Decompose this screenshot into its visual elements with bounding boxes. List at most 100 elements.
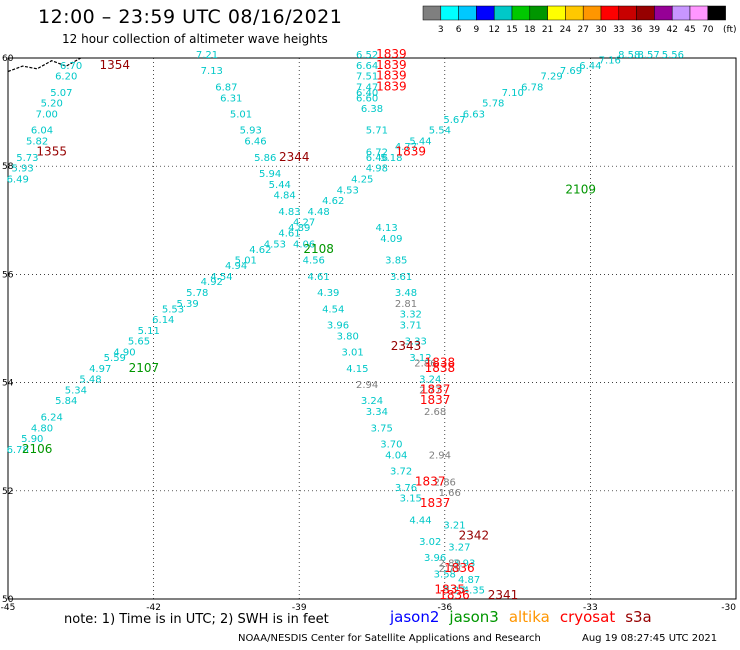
swh-value: 5.34 [65,385,87,396]
colorbar-label: 18 [524,25,536,35]
swh-value: 6.20 [55,72,77,83]
colorbar-label: 70 [702,25,714,35]
swh-value: 6.60 [356,93,378,104]
x-tick-label: -36 [437,603,452,613]
swh-value: 4.09 [380,234,402,245]
swh-value: 4.56 [303,256,325,267]
swh-value: 4.25 [351,174,373,185]
pass-label: 2343 [391,339,422,353]
swh-value: 3.96 [424,553,446,564]
pass-label: 1839 [376,58,407,72]
y-tick-label: 60 [2,54,14,64]
colorbar-label: 15 [506,25,517,35]
colorbar-label: 30 [595,25,607,35]
swh-value: 7.21 [196,50,218,61]
swh-value: 3.85 [385,256,407,267]
swh-value: 5.93 [240,126,262,137]
swh-value: 6.64 [356,61,378,72]
swh-value: 5.86 [254,153,276,164]
colorbar-label: 3 [438,25,444,35]
swh-value: 5.11 [138,326,160,337]
swh-value: 6.38 [361,104,383,115]
swh-value: 4.61 [307,272,329,283]
swh-value: 4.92 [201,277,223,288]
swh-value: 4.44 [409,515,431,526]
swh-value: 3.70 [380,440,402,451]
satellite-jason3: jason3 [449,608,499,626]
swh-value: 3.32 [400,310,422,321]
swh-value: 3.75 [371,423,393,434]
pass-label: 2342 [459,529,490,543]
swh-value: 6.14 [152,315,174,326]
satellite-s3a: s3a [625,608,652,626]
x-tick-label: -42 [146,603,161,613]
swh-value: 4.54 [322,304,344,315]
pass-label: 2108 [303,242,334,256]
swh-value: 3.12 [409,353,431,364]
swh-value: 8.57 [637,50,659,61]
wave-height-points: 6.706.205.075.207.006.045.825.735.936.49… [7,50,684,597]
pass-label: 1839 [376,80,407,94]
pass-label: 1839 [376,47,407,61]
footer-note: note: 1) Time is in UTC; 2) SWH is in fe… [64,612,329,627]
swh-value: 6.46 [366,153,388,164]
swh-value: 4.90 [113,348,135,359]
swh-value: 4.62 [249,245,271,256]
swh-value: 2.86 [434,477,456,488]
swh-value: 4.04 [385,450,407,461]
swh-value: 5.54 [429,126,451,137]
swh-value: 3.71 [400,321,422,332]
colorbar-label: 21 [542,25,553,35]
swh-value: 4.89 [288,223,310,234]
colorbar-swatch [707,5,726,21]
swh-value: 5.94 [259,169,281,180]
swh-value: 6.72 [366,147,388,158]
swh-value: 7.16 [599,55,621,66]
swh-value: 6.78 [7,445,29,456]
pass-label: 1354 [100,58,131,72]
swh-value: 5.78 [186,288,208,299]
swh-value: 3.34 [366,407,388,418]
swh-value: 5.18 [380,153,402,164]
x-tick-label: -33 [583,603,598,613]
colorbar-label: 42 [666,25,677,35]
swh-value: 5.01 [235,256,257,267]
swh-value: 7.13 [201,66,223,77]
swh-value: 4.15 [346,364,368,375]
pass-label: 2341 [488,588,519,602]
swh-value: 6.40 [356,88,378,99]
swh-value: 5.73 [16,153,38,164]
swh-value: 3.93 [453,559,475,570]
swh-value: 4.53 [264,239,286,250]
swh-value: 3.96 [327,321,349,332]
swh-value: 3.80 [337,331,359,342]
y-tick-label: 54 [2,379,14,389]
colorbar-unit: (ft) [723,25,737,35]
swh-value: 4.77 [395,142,417,153]
swh-value: 3.76 [395,483,417,494]
swh-value: 4.62 [322,196,344,207]
swh-value: 4.87 [458,575,480,586]
colorbar: 3 6 9 12 15 18 21 24 27 30 33 36 39 42 45 70 (ft) [422,5,737,35]
swh-value: 4.13 [375,223,397,234]
pass-label: 1835 [434,583,465,597]
swh-value: 5.01 [230,110,252,121]
swh-value: 6.44 [579,61,601,72]
swh-value: 5.65 [128,337,150,348]
pass-label: 1837 [420,393,451,407]
swh-value: 5.59 [104,353,126,364]
swh-value: 3.24 [361,396,383,407]
coastline-greenland [7,57,82,73]
swh-value: 6.78 [521,83,543,94]
satellite-jason2: jason2 [390,608,440,626]
pass-label: 1837 [420,496,451,510]
swh-value: 5.67 [443,115,465,126]
pass-label: 1836 [444,561,475,575]
pass-label: 2107 [129,361,160,375]
swh-value: 1.66 [439,488,461,499]
swh-value: 6.70 [60,61,82,72]
colorbar-label: 12 [488,25,499,35]
swh-value: 3.61 [390,272,412,283]
